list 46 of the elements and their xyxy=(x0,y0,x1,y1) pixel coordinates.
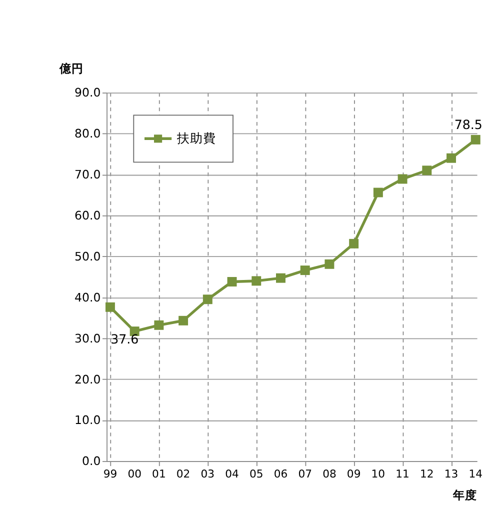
x-axis-title: 年度 xyxy=(452,488,477,502)
data-label: 37.6 xyxy=(110,331,139,346)
y-tick-label: 10.0 xyxy=(74,413,101,428)
point xyxy=(154,320,164,330)
point xyxy=(276,273,286,283)
y-tick-label: 20.0 xyxy=(74,372,101,386)
y-tick-label: 70.0 xyxy=(74,168,101,182)
point xyxy=(300,266,310,276)
x-tick-label: 13 xyxy=(444,467,458,480)
x-tick-label: 10 xyxy=(371,467,386,480)
point xyxy=(349,238,359,248)
point xyxy=(446,153,456,163)
y-tick-label: 50.0 xyxy=(74,249,101,264)
point xyxy=(422,166,432,176)
x-tick-label: 00 xyxy=(128,467,142,480)
point xyxy=(470,134,480,144)
x-tick-label: 06 xyxy=(274,467,288,480)
x-tick-label: 01 xyxy=(152,467,166,480)
point xyxy=(398,174,408,184)
y-tick-label: 40.0 xyxy=(74,290,101,304)
x-tick-label: 09 xyxy=(346,467,361,480)
x-tick-label: 05 xyxy=(249,467,264,480)
x-tick-label: 02 xyxy=(176,467,190,480)
point xyxy=(373,188,383,198)
point xyxy=(178,316,188,326)
point xyxy=(105,302,115,312)
x-tick-label: 11 xyxy=(396,467,410,480)
x-tick-label: 07 xyxy=(298,467,312,480)
point xyxy=(252,276,262,286)
x-tick-label: 12 xyxy=(420,467,434,480)
x-tick-label: 99 xyxy=(103,467,118,480)
y-tick-label: 80.0 xyxy=(74,126,101,141)
y-tick-label: 90.0 xyxy=(74,86,101,100)
y-axis-title: 億円 xyxy=(58,62,84,76)
y-tick-label: 0.0 xyxy=(82,454,101,468)
y-tick-label: 30.0 xyxy=(74,331,101,346)
x-tick-label: 08 xyxy=(322,467,336,480)
point xyxy=(324,259,334,269)
legend-label: 扶助費 xyxy=(176,130,216,146)
point xyxy=(202,294,212,304)
x-tick-label: 04 xyxy=(225,467,240,480)
data-label: 78.5 xyxy=(454,116,482,132)
x-tick-label: 14 xyxy=(468,467,483,480)
x-tick-label: 03 xyxy=(200,467,215,480)
point xyxy=(227,277,237,286)
y-tick-label: 60.0 xyxy=(74,208,101,222)
